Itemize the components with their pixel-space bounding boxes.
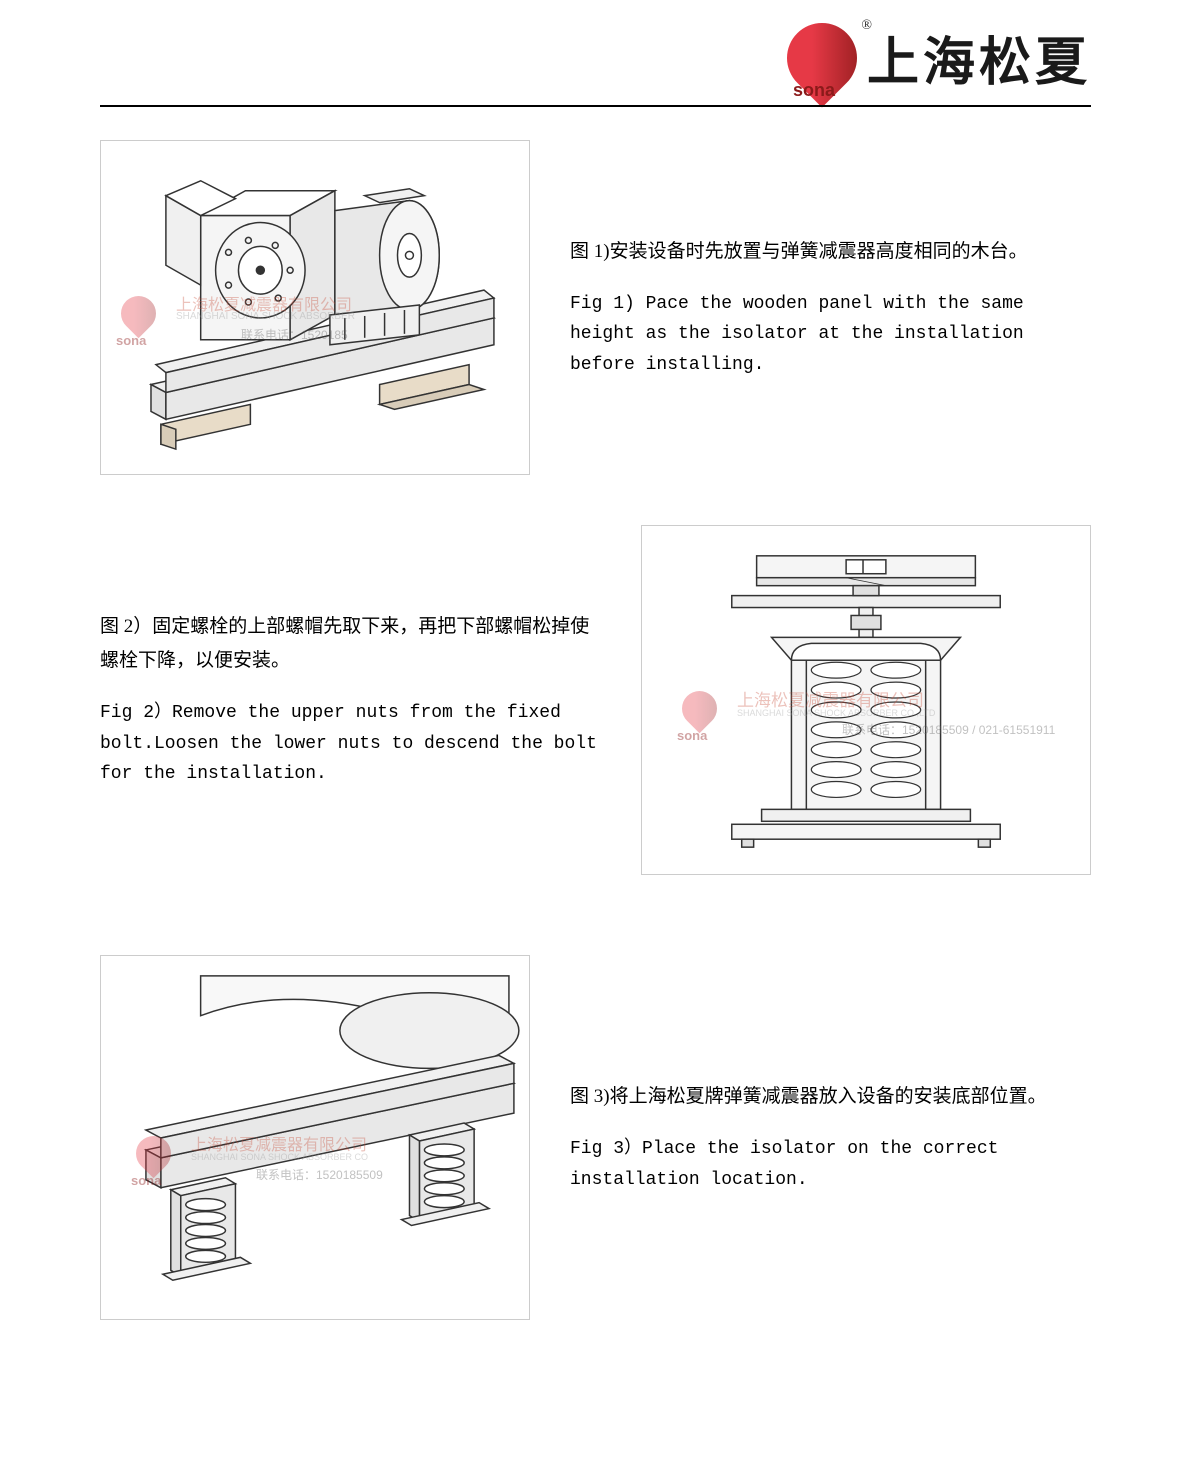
logo-small-text: sona	[793, 80, 835, 101]
text-en-3: Fig 3）Place the isolator on the correct …	[570, 1134, 1091, 1195]
text-zh-1: 图 1)安装设备时先放置与弹簧减震器高度相同的木台。	[570, 235, 1091, 269]
registered-mark: ®	[861, 18, 872, 34]
diagram-1-svg	[101, 141, 529, 474]
watermark-sona-2: sona	[677, 728, 707, 743]
text-zh-2: 图 2）固定螺栓的上部螺帽先取下来，再把下部螺帽松掉使螺栓下降，以便安装。	[100, 610, 601, 678]
watermark-phone-3: 联系电话：1520185509	[256, 1166, 383, 1183]
section-1: sona 上海松夏减震器有限公司 SHANGHAI SONA SHOCK ABS…	[100, 140, 1091, 475]
text-en-1: Fig 1) Pace the wooden panel with the sa…	[570, 289, 1091, 381]
section-3: sona 上海松夏减震器有限公司 SHANGHAI SONA SHOCK ABS…	[100, 955, 1091, 1320]
diagram-3: sona 上海松夏减震器有限公司 SHANGHAI SONA SHOCK ABS…	[100, 955, 530, 1320]
text-block-1: 图 1)安装设备时先放置与弹簧减震器高度相同的木台。 Fig 1) Pace t…	[570, 235, 1091, 381]
diagram-2: sona 上海松夏减震器有限公司 SHANGHAI SONA SHOCK ABS…	[641, 525, 1091, 875]
watermark-sona-1: sona	[116, 333, 146, 348]
watermark-sona-3: sona	[131, 1173, 161, 1188]
section-2: 图 2）固定螺栓的上部螺帽先取下来，再把下部螺帽松掉使螺栓下降，以便安装。 Fi…	[100, 525, 1091, 875]
text-en-2: Fig 2）Remove the upper nuts from the fix…	[100, 698, 601, 790]
watermark-phone-2: 联系电话：1520185509 / 021-61551911	[842, 721, 1055, 738]
text-block-3: 图 3)将上海松夏牌弹簧减震器放入设备的安装底部位置。 Fig 3）Place …	[570, 1080, 1091, 1195]
watermark-phone-1: 联系电话：1520185	[241, 326, 348, 343]
diagram-3-svg	[101, 956, 529, 1319]
brand-name: 上海松夏	[867, 20, 1091, 95]
text-zh-3: 图 3)将上海松夏牌弹簧减震器放入设备的安装底部位置。	[570, 1080, 1091, 1114]
header: sona ® 上海松夏	[787, 20, 1091, 95]
brand-logo-icon: sona ®	[787, 23, 857, 93]
diagram-1: sona 上海松夏减震器有限公司 SHANGHAI SONA SHOCK ABS…	[100, 140, 530, 475]
text-block-2: 图 2）固定螺栓的上部螺帽先取下来，再把下部螺帽松掉使螺栓下降，以便安装。 Fi…	[100, 610, 601, 790]
header-divider	[100, 105, 1091, 107]
